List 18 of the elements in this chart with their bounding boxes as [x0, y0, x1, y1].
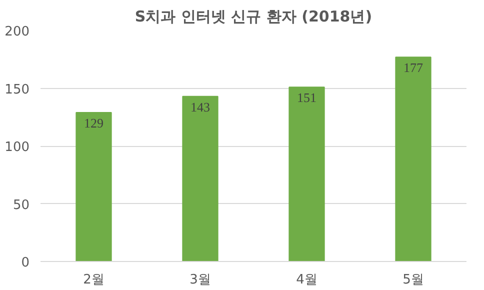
x-tick-label: 3월 [190, 272, 211, 288]
x-tick-label: 4월 [296, 272, 318, 288]
y-tick-label: 200 [4, 24, 30, 40]
y-tick-label: 0 [21, 256, 30, 270]
chart-title: S치과 인터넷 신규 환자 (2018년) [134, 8, 372, 26]
bar [76, 112, 112, 262]
data-label: 129 [84, 116, 104, 131]
y-tick-label: 150 [4, 82, 30, 98]
bar [288, 86, 325, 262]
data-label: 143 [190, 99, 210, 114]
x-tick-label: 2월 [83, 272, 104, 288]
y-tick-label: 50 [12, 198, 30, 213]
bar [395, 56, 432, 262]
x-tick-label: 5월 [402, 272, 424, 288]
data-label: 151 [297, 90, 316, 106]
bar [182, 96, 218, 262]
y-tick-label: 100 [4, 140, 30, 155]
data-label: 177 [404, 60, 424, 76]
